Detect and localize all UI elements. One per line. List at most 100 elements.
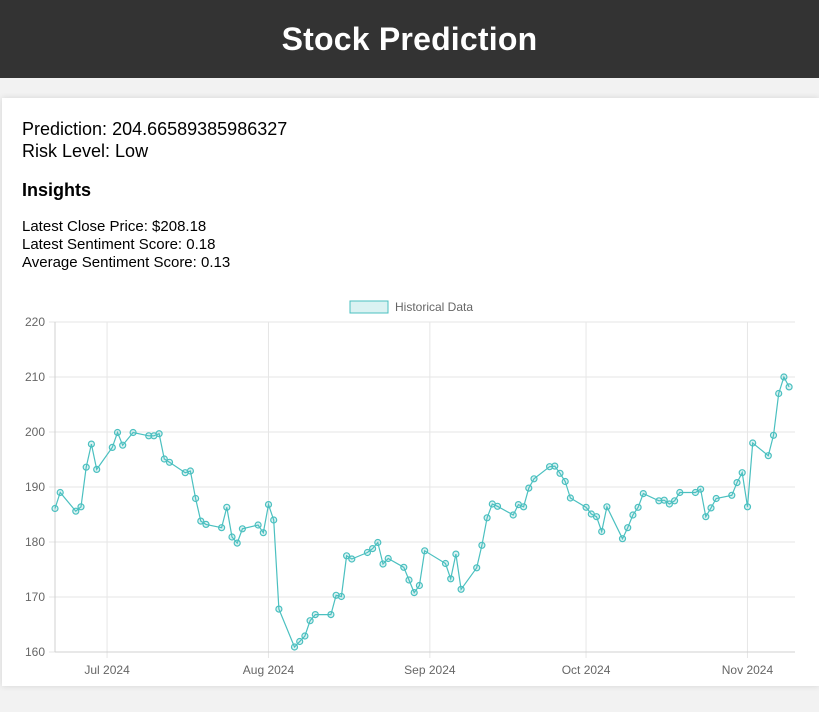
data-point [343, 552, 351, 560]
data-point [728, 491, 736, 499]
data-point [233, 539, 241, 547]
data-point [72, 507, 80, 515]
data-point [192, 494, 200, 503]
data-point [629, 511, 637, 519]
x-tick-label: Jul 2024 [84, 663, 130, 677]
data-point [228, 533, 236, 541]
data-point [87, 440, 96, 448]
average-sentiment-score: Average Sentiment Score: 0.13 [22, 254, 231, 271]
data-point [509, 511, 517, 519]
y-tick-label: 180 [25, 535, 45, 549]
data-point [712, 494, 720, 503]
data-point [525, 484, 533, 492]
data-point [405, 576, 413, 584]
app-header: Stock Prediction [0, 0, 819, 78]
y-tick-label: 170 [25, 590, 45, 604]
data-point [77, 503, 85, 511]
data-point [639, 490, 647, 498]
data-point [561, 477, 569, 486]
data-point [655, 497, 663, 505]
historical-price-chart: 160 170 180 190 200 210 220 Jul 2024 Aug 2024 Sep… [25, 300, 795, 677]
data-point [603, 503, 611, 511]
data-point [218, 524, 226, 532]
y-tick-label: 220 [25, 315, 45, 329]
data-point [457, 585, 465, 593]
data-point [113, 428, 122, 437]
data-point [566, 494, 575, 502]
data-point [186, 467, 194, 475]
data-point [447, 575, 455, 583]
data-point [108, 443, 116, 451]
prediction-label: Prediction: [22, 119, 108, 139]
data-point [624, 524, 632, 532]
data-point [764, 452, 772, 460]
data-point [82, 463, 90, 471]
data-point [493, 502, 502, 510]
data-point [785, 383, 793, 391]
data-point [598, 527, 606, 536]
data-point [738, 469, 746, 477]
data-point [155, 430, 163, 438]
data-point [665, 500, 674, 508]
data-point [51, 504, 59, 513]
latest-sentiment-score: Latest Sentiment Score: 0.18 [22, 236, 216, 253]
data-point [670, 497, 679, 505]
risk-line: Risk Level: Low [22, 140, 287, 162]
data-point [473, 564, 481, 572]
y-tick-label: 200 [25, 425, 45, 439]
data-point [348, 555, 356, 563]
data-point [197, 517, 205, 525]
data-point [530, 475, 538, 483]
data-point [290, 643, 299, 651]
prediction-card: Prediction: 204.66589385986327 Risk Leve… [2, 98, 819, 686]
x-tick-label: Sep 2024 [404, 663, 456, 677]
data-point [223, 503, 231, 511]
data-point [379, 560, 387, 568]
prediction-line: Prediction: 204.66589385986327 [22, 118, 287, 140]
data-point [296, 637, 304, 646]
data-point [160, 455, 168, 463]
insights-list: Latest Close Price: $208.18 Latest Senti… [22, 218, 230, 272]
data-point [780, 373, 788, 381]
x-tick-label: Aug 2024 [243, 663, 295, 677]
page-title: Stock Prediction [281, 20, 538, 57]
data-point [483, 514, 491, 522]
data-point [129, 428, 137, 437]
y-tick-label: 160 [25, 645, 45, 659]
data-point [337, 592, 345, 601]
data-point [238, 525, 246, 533]
y-tick-label: 210 [25, 370, 45, 384]
data-point [660, 496, 668, 504]
data-point [592, 513, 601, 521]
data-point [478, 541, 486, 549]
series-line [54, 375, 790, 649]
data-point [676, 488, 684, 497]
data-point [551, 462, 559, 470]
data-point [696, 485, 705, 493]
data-point [707, 504, 715, 512]
legend-swatch [349, 300, 389, 314]
y-tick-label: 190 [25, 480, 45, 494]
data-point [202, 520, 210, 528]
data-point [56, 488, 64, 497]
data-point [775, 389, 783, 398]
data-point [254, 521, 262, 529]
risk-value: Low [115, 141, 149, 161]
data-point [410, 589, 418, 597]
data-point [93, 465, 101, 473]
data-point [145, 432, 153, 440]
data-point [749, 439, 757, 447]
data-point [733, 479, 741, 487]
data-point [691, 488, 700, 497]
data-point [618, 535, 627, 543]
data-point [165, 458, 174, 466]
latest-close-price: Latest Close Price: $208.18 [22, 218, 207, 235]
data-point [415, 581, 423, 590]
data-point [119, 441, 127, 449]
data-point [306, 617, 314, 625]
risk-label: Risk Level: [22, 141, 111, 161]
data-point [519, 503, 528, 511]
data-point [441, 559, 450, 568]
data-point [769, 431, 778, 439]
data-point [264, 501, 273, 509]
